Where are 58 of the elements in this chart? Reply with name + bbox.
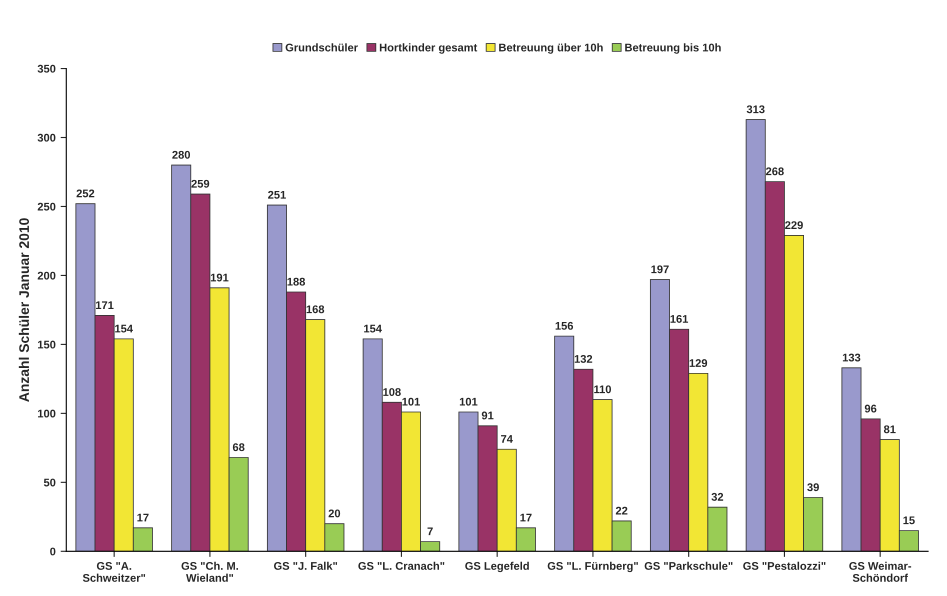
data-label: 96 <box>864 404 876 413</box>
data-label: 313 <box>746 105 765 114</box>
data-label: 191 <box>210 274 228 282</box>
data-label: 15 <box>903 516 915 524</box>
data-label: 161 <box>670 315 688 323</box>
x-tick-label: GS "Pestalozzi" <box>743 562 826 570</box>
y-tick-label: 100 <box>38 410 56 418</box>
y-axis-title: Anzahl Schüler Januar 2010 <box>18 218 30 402</box>
data-label: 110 <box>594 385 612 394</box>
data-label: 17 <box>520 514 532 522</box>
x-tick-label: GS Weimar- Schöndorf <box>849 562 912 582</box>
data-label: 91 <box>482 412 494 420</box>
data-label: 156 <box>556 322 574 330</box>
data-label: 132 <box>574 355 592 363</box>
data-label: 229 <box>785 221 803 230</box>
data-label: 101 <box>402 398 420 406</box>
data-label: 280 <box>172 150 190 159</box>
data-label: 81 <box>884 425 896 434</box>
data-label: 154 <box>364 324 382 333</box>
x-tick-label: GS "Parkschule" <box>644 562 732 570</box>
data-label: 22 <box>616 506 628 514</box>
y-tick-label: 0 <box>50 548 56 556</box>
legend-label: Betreuung über 10h <box>499 43 603 54</box>
data-label: 168 <box>306 305 324 314</box>
data-label: 252 <box>76 189 94 198</box>
data-label: 108 <box>383 388 401 396</box>
data-label: 68 <box>232 443 244 452</box>
data-label: 39 <box>807 483 819 492</box>
data-label: 17 <box>137 514 149 522</box>
data-label: 101 <box>460 398 478 406</box>
data-label: 32 <box>711 492 724 501</box>
data-label: 259 <box>191 180 210 188</box>
data-label: 7 <box>428 528 433 536</box>
y-tick-label: 300 <box>38 134 56 142</box>
x-tick-label: GS Legefeld <box>465 562 529 572</box>
legend-label: Hortkinder gesamt <box>380 43 478 54</box>
data-label: 74 <box>501 435 513 443</box>
data-label: 20 <box>328 509 340 518</box>
data-label: 268 <box>766 167 784 176</box>
legend-label: Betreuung bis 10h <box>625 43 721 54</box>
x-tick-label: GS "L. Cranach" <box>358 562 444 570</box>
x-tick-label: GS "Ch. M. Wieland" <box>182 562 238 582</box>
y-tick-label: 350 <box>38 64 56 73</box>
data-label: 171 <box>96 301 114 309</box>
y-tick-label: 150 <box>38 340 56 349</box>
x-tick-label: GS "L. Fürnberg" <box>548 562 638 572</box>
y-tick-label: 50 <box>44 478 56 486</box>
x-tick-label: GS "A. Schweitzer" <box>82 562 146 582</box>
data-label: 251 <box>268 190 286 199</box>
data-label: 129 <box>690 359 708 368</box>
y-tick-label: 250 <box>38 202 56 211</box>
data-label: 197 <box>651 265 669 274</box>
legend-label: Grundschüler <box>286 43 358 52</box>
data-label: 133 <box>842 354 860 362</box>
data-label: 188 <box>288 278 306 286</box>
y-tick-label: 200 <box>38 272 56 280</box>
x-tick-label: GS "J. Falk" <box>274 562 338 570</box>
data-label: 154 <box>115 324 133 333</box>
